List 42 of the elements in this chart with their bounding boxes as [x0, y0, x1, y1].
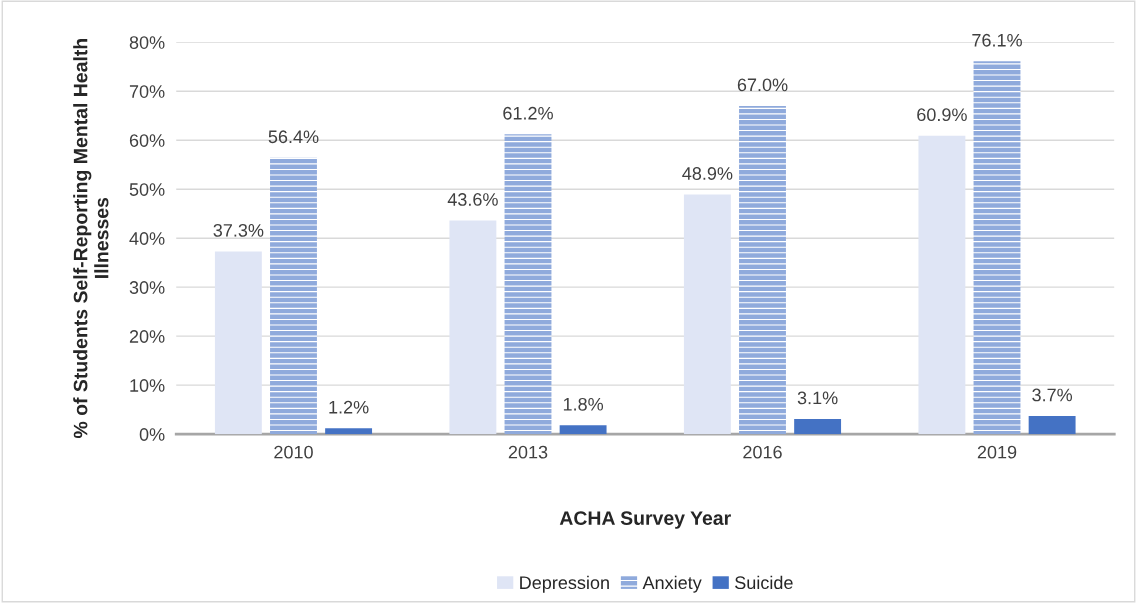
y-tick-label: 50% [129, 183, 165, 196]
y-tick-label: 70% [129, 85, 165, 98]
bar [325, 428, 373, 435]
data-label: 60.9% [917, 108, 967, 122]
x-tick-label: 2013 [508, 445, 548, 459]
y-axis-title: % of Students Self-Reporting Mental Health Illnesses [73, 38, 109, 439]
data-label: 67.0% [737, 78, 788, 92]
data-label: 43.6% [447, 193, 498, 206]
bar [270, 157, 317, 435]
legend-label: Anxiety [642, 575, 702, 593]
data-label: 56.4% [268, 130, 319, 144]
y-tick-label: 10% [130, 379, 165, 392]
y-tick-label: 20% [129, 330, 165, 343]
data-label: 3.1% [797, 391, 838, 405]
data-label: 1.2% [329, 400, 369, 414]
data-label: 1.8% [563, 397, 604, 411]
x-tick-label: 2019 [977, 445, 1017, 459]
data-label: 48.9% [682, 167, 733, 180]
data-label: 37.3% [213, 223, 264, 237]
data-label: 3.7% [1032, 388, 1073, 402]
bar [504, 134, 552, 435]
bar [559, 425, 607, 435]
x-tick-label: 2010 [274, 445, 313, 459]
bar [1028, 416, 1076, 435]
y-tick-label: 0% [139, 428, 165, 441]
y-tick-label: 60% [129, 134, 165, 147]
legend-label: Suicide [735, 575, 793, 590]
y-tick-label: 40% [129, 232, 165, 245]
bar [918, 135, 966, 435]
x-axis-title: ACHA Survey Year [559, 511, 731, 529]
bar [683, 194, 731, 435]
x-tick-label: 2016 [743, 445, 782, 459]
legend-label: Depression [520, 575, 609, 593]
y-tick-label: 30% [129, 281, 165, 294]
data-label: 76.1% [972, 33, 1022, 47]
bar [739, 105, 786, 435]
bar [794, 418, 842, 435]
bar [214, 251, 262, 435]
data-label: 61.2% [503, 106, 553, 120]
bar [973, 61, 1021, 435]
bar [449, 220, 497, 435]
y-tick-label: 80% [129, 36, 165, 49]
